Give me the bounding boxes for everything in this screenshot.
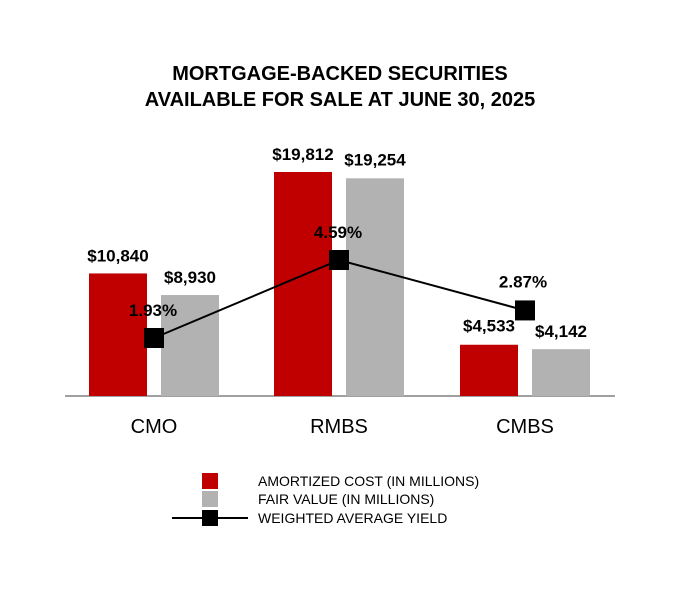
label-fair-value: $8,930 xyxy=(164,268,216,287)
legend-label-fair-value: FAIR VALUE (IN MILLIONS) xyxy=(258,491,434,507)
plot-area: $10,840 $8,930 CMO $19,812 $19,254 RMBS $4,533… xyxy=(65,145,615,438)
yield-label: 1.93% xyxy=(129,301,177,320)
bar-fair-value xyxy=(161,295,219,396)
label-amortized-cost: $10,840 xyxy=(87,246,148,265)
legend-label-amortized-cost: AMORTIZED COST (IN MILLIONS) xyxy=(258,473,479,489)
label-amortized-cost: $4,533 xyxy=(463,317,515,336)
bar-fair-value xyxy=(532,349,590,396)
legend-marker-weighted-average-yield xyxy=(202,510,218,526)
chart-title: MORTGAGE-BACKED SECURITIES xyxy=(172,63,508,85)
yield-point xyxy=(329,250,349,270)
bar-amortized-cost xyxy=(460,344,518,396)
x-tick-label: RMBS xyxy=(310,416,368,438)
yield-label: 4.59% xyxy=(314,223,362,242)
bar-amortized-cost xyxy=(89,273,147,396)
legend-label-weighted-average-yield: WEIGHTED AVERAGE YIELD xyxy=(258,510,447,526)
label-amortized-cost: $19,812 xyxy=(272,145,333,164)
yield-point xyxy=(144,328,164,348)
x-tick-label: CMBS xyxy=(496,416,554,438)
bar-fair-value xyxy=(346,178,404,396)
legend: AMORTIZED COST (IN MILLIONS) FAIR VALUE (… xyxy=(172,473,479,526)
legend-swatch-fair-value xyxy=(202,491,218,507)
label-fair-value: $19,254 xyxy=(344,150,406,169)
legend-swatch-amortized-cost xyxy=(202,473,218,489)
x-tick-label: CMO xyxy=(131,416,178,438)
yield-label: 2.87% xyxy=(499,272,547,291)
chart-subtitle: AVAILABLE FOR SALE AT JUNE 30, 2025 xyxy=(145,89,535,111)
label-fair-value: $4,142 xyxy=(535,322,587,341)
yield-point xyxy=(515,300,535,321)
